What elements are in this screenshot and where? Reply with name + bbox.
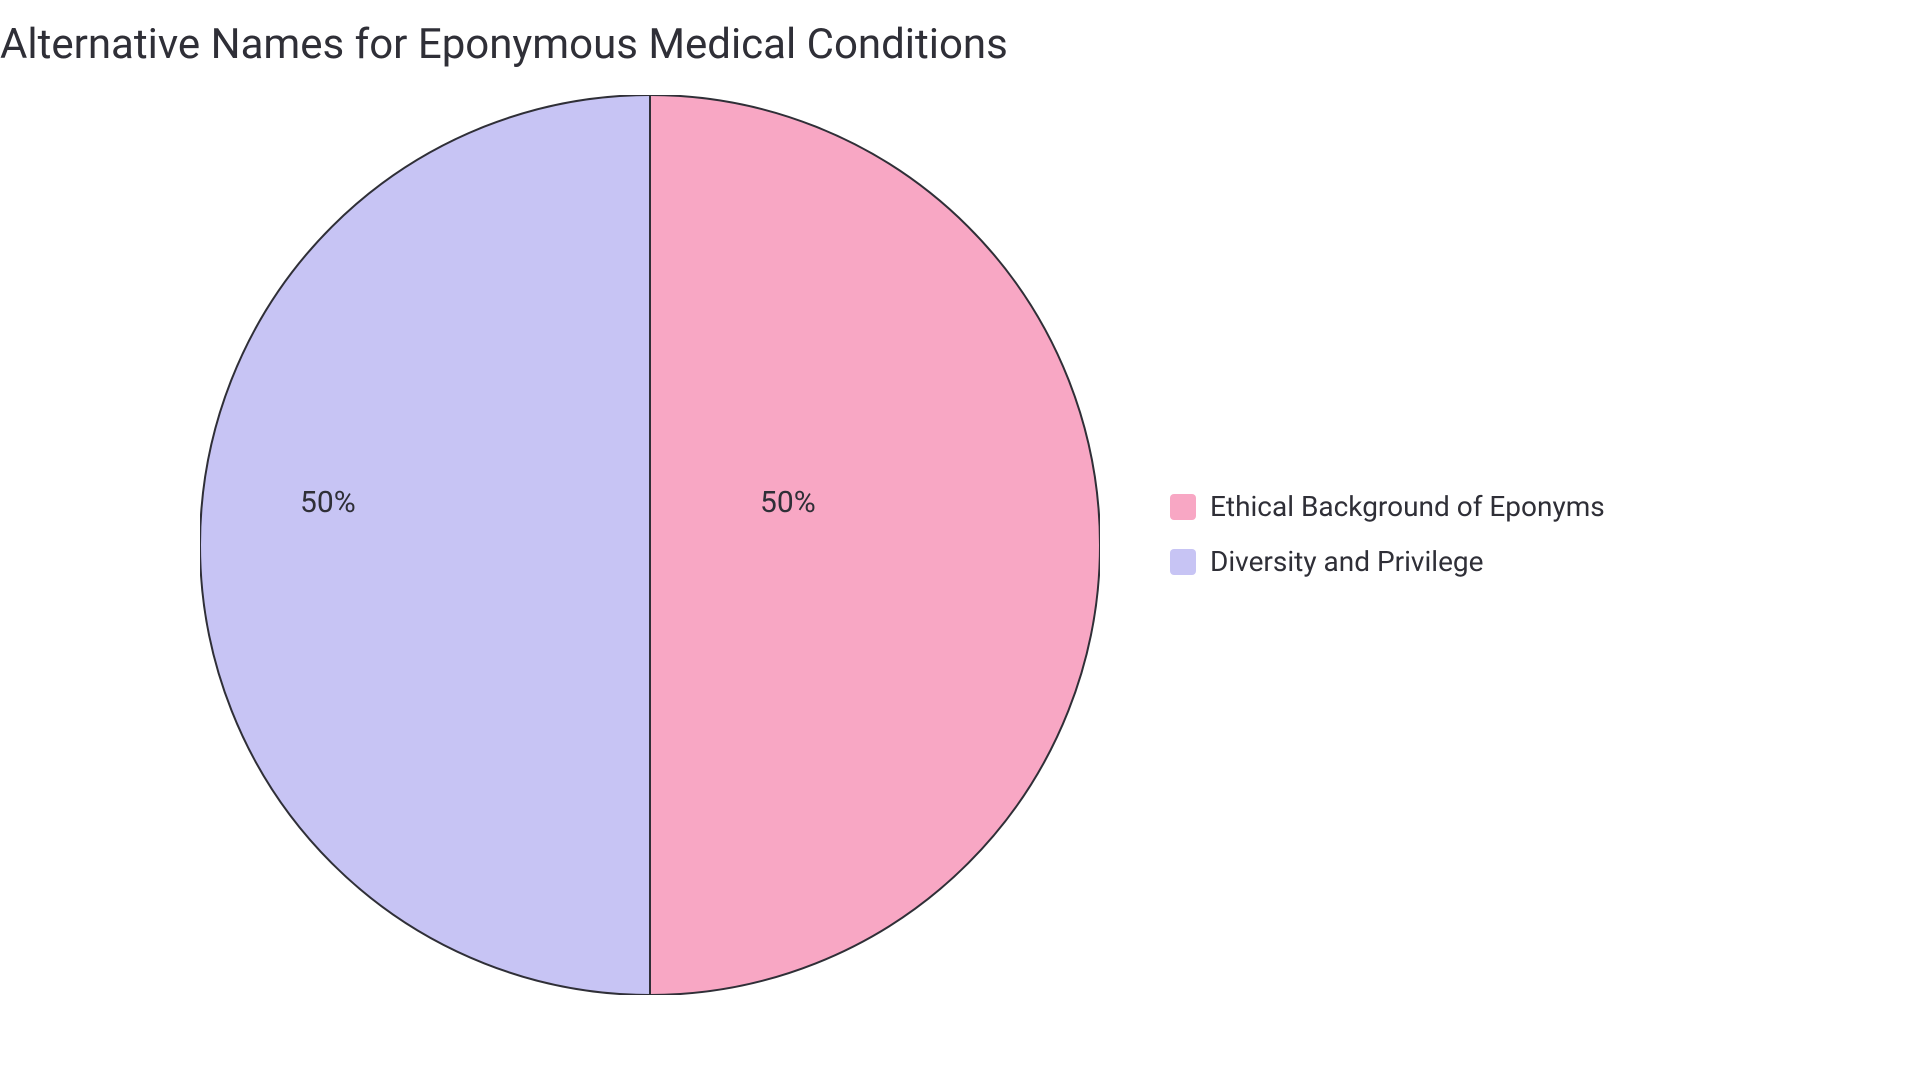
- pie-slice-0: [650, 95, 1100, 995]
- legend-label-1: Diversity and Privilege: [1210, 545, 1484, 578]
- pie-svg: [200, 95, 1100, 995]
- legend-swatch-1: [1170, 549, 1196, 575]
- legend-label-0: Ethical Background of Eponyms: [1210, 490, 1605, 523]
- chart-container: Alternative Names for Eponymous Medical …: [0, 0, 1920, 1080]
- legend: Ethical Background of Eponyms Diversity …: [1170, 490, 1605, 578]
- legend-item-0: Ethical Background of Eponyms: [1170, 490, 1605, 523]
- pie-slice-1: [200, 95, 650, 995]
- legend-item-1: Diversity and Privilege: [1170, 545, 1605, 578]
- chart-title: Alternative Names for Eponymous Medical …: [0, 20, 1008, 69]
- legend-swatch-0: [1170, 494, 1196, 520]
- pie-slice-label-1: 50%: [300, 485, 356, 520]
- pie-chart: 50% 50%: [200, 95, 1100, 995]
- pie-slice-label-0: 50%: [760, 485, 816, 520]
